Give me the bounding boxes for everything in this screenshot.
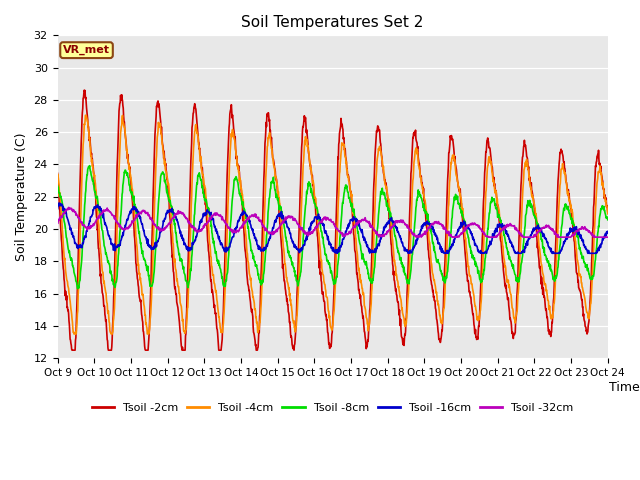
Y-axis label: Soil Temperature (C): Soil Temperature (C) (15, 132, 28, 261)
Legend: Tsoil -2cm, Tsoil -4cm, Tsoil -8cm, Tsoil -16cm, Tsoil -32cm: Tsoil -2cm, Tsoil -4cm, Tsoil -8cm, Tsoi… (88, 398, 578, 417)
Title: Soil Temperatures Set 2: Soil Temperatures Set 2 (241, 15, 424, 30)
Text: VR_met: VR_met (63, 45, 110, 55)
X-axis label: Time: Time (609, 381, 639, 394)
